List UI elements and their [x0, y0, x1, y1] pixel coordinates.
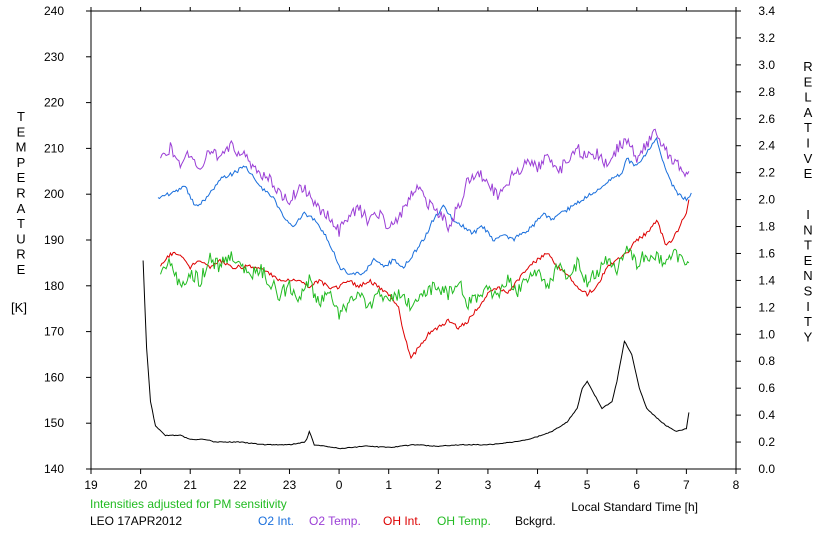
x-tick-label: 1	[385, 478, 392, 492]
x-tick-label: 20	[134, 478, 148, 492]
y-right-tick-label: 3.2	[758, 31, 775, 45]
y-left-tick-label: 190	[44, 233, 64, 247]
y-left-label-letter: E	[17, 262, 26, 277]
series-line-oh-int	[160, 199, 690, 360]
y-right-label-letter: I	[806, 136, 810, 151]
axis-layer: 19 20 21 22 23 0 1 2 3 4 5 6 7 8240230220210200190180…	[11, 4, 813, 492]
x-tick-label: 2	[435, 478, 442, 492]
y-right-tick-label: 0.2	[758, 435, 775, 449]
y-right-tick-label: 2.0	[758, 193, 775, 207]
y-left-tick-label: 240	[44, 4, 64, 18]
y-right-label-letter: T	[804, 314, 812, 329]
y-left-label-letter: E	[17, 124, 26, 139]
y-right-label-letter: S	[804, 284, 813, 299]
y-right-label-letter: I	[806, 207, 810, 222]
y-right-label-letter: Y	[804, 329, 813, 344]
y-left-label-letter: R	[16, 186, 25, 201]
y-right-tick-label: 0.4	[758, 408, 775, 422]
y-left-label-letter: M	[16, 140, 27, 155]
legend-bckgrd: Bckgrd.	[515, 514, 556, 528]
legend-oh-temp: OH Temp.	[437, 514, 491, 528]
y-left-tick-label: 160	[44, 370, 64, 384]
y-right-tick-label: 2.2	[758, 166, 775, 180]
x-axis-label: Local Standard Time [h]	[571, 500, 698, 514]
y-left-label-letter: U	[16, 231, 25, 246]
y-right-label-letter: T	[804, 238, 812, 253]
y-right-tick-label: 1.0	[758, 327, 775, 341]
y-left-label-letter: R	[16, 247, 25, 262]
y-left-tick-label: 180	[44, 279, 64, 293]
y-left-tick-label: 170	[44, 325, 64, 339]
y-right-tick-label: 1.2	[758, 300, 775, 314]
y-left-tick-label: 200	[44, 187, 64, 201]
y-right-tick-label: 1.4	[758, 273, 775, 287]
legend-oh-int: OH Int.	[383, 514, 421, 528]
y-left-label-letter: T	[17, 109, 25, 124]
y-right-label-letter: V	[804, 151, 813, 166]
y-left-tick-label: 150	[44, 416, 64, 430]
x-tick-label: 22	[233, 478, 247, 492]
x-tick-label: 5	[584, 478, 591, 492]
y-right-label-letter: N	[803, 222, 812, 237]
y-left-tick-label: 210	[44, 141, 64, 155]
x-tick-label: 7	[683, 478, 690, 492]
y-left-tick-label: 220	[44, 96, 64, 110]
y-left-unit: [K]	[11, 300, 27, 315]
legend-o2-int: O2 Int.	[258, 514, 294, 528]
x-tick-label: 6	[633, 478, 640, 492]
series-layer	[142, 128, 692, 450]
y-right-label-letter: N	[803, 268, 812, 283]
plot-frame	[90, 10, 737, 470]
y-left-label-letter: T	[17, 216, 25, 231]
intensity-note: Intensities adjusted for PM sensitivity	[90, 497, 287, 511]
x-tick-label: 23	[283, 478, 297, 492]
y-right-label-letter: E	[804, 166, 813, 181]
y-left-tick-label: 140	[44, 462, 64, 476]
y-left-tick-label: 230	[44, 50, 64, 64]
y-right-tick-label: 3.4	[758, 4, 775, 18]
x-tick-label: 21	[184, 478, 198, 492]
x-tick-label: 4	[534, 478, 541, 492]
x-tick-label: 0	[336, 478, 343, 492]
y-right-label-letter: E	[804, 74, 813, 89]
y-right-tick-label: 0.0	[758, 462, 775, 476]
y-left-label-letter: E	[17, 170, 26, 185]
y-right-tick-label: 2.6	[758, 112, 775, 126]
series-line-o2-temp	[160, 128, 690, 237]
y-left-label-letter: A	[17, 201, 26, 216]
y-right-tick-label: 0.8	[758, 354, 775, 368]
series-line-o2-int	[157, 136, 692, 276]
y-right-label-letter: T	[804, 120, 812, 135]
y-right-label-letter: I	[806, 299, 810, 314]
legend-o2-temp: O2 Temp.	[309, 514, 361, 528]
y-right-tick-label: 1.8	[758, 220, 775, 234]
y-right-label-letter: A	[804, 105, 813, 120]
y-right-tick-label: 3.0	[758, 58, 775, 72]
y-right-tick-label: 2.8	[758, 85, 775, 99]
y-right-label-letter: E	[804, 253, 813, 268]
series-line-bckgrd	[142, 260, 690, 450]
y-right-tick-label: 1.6	[758, 246, 775, 260]
y-right-label-letter: R	[803, 59, 812, 74]
y-right-tick-label: 2.4	[758, 139, 775, 153]
series-line-oh-temp	[160, 245, 690, 320]
y-right-tick-label: 0.6	[758, 381, 775, 395]
x-tick-label: 8	[733, 478, 740, 492]
x-tick-label: 3	[485, 478, 492, 492]
y-left-label-letter: P	[17, 155, 26, 170]
station-label: LEO 17APR2012	[90, 514, 182, 528]
x-tick-label: 19	[84, 478, 98, 492]
y-right-label-letter: L	[804, 90, 811, 105]
